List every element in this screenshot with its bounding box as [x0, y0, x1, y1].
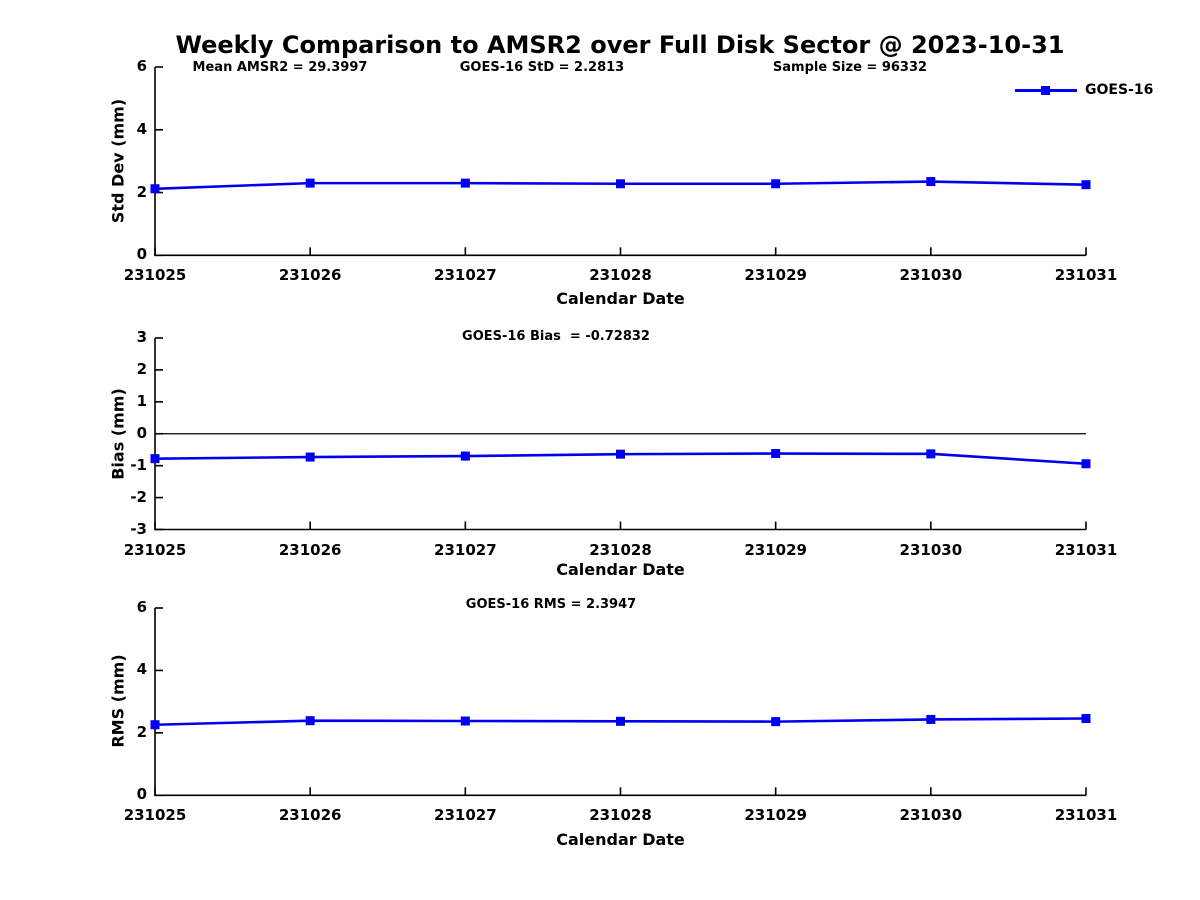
x-tick-label: 231026	[278, 540, 342, 559]
data-point-marker	[616, 179, 625, 189]
data-point-marker	[150, 454, 160, 464]
x-tick-label: 231031	[1054, 266, 1118, 285]
legend: GOES-16	[1015, 82, 1153, 98]
y-tick-label: 6	[136, 598, 147, 616]
goes16-std-annotation: GOES-16 StD = 2.2813	[459, 60, 625, 75]
data-point-marker	[460, 716, 470, 726]
data-point-marker	[926, 449, 936, 459]
y-tick-label: -2	[130, 487, 147, 506]
y-tick-label: 6	[136, 57, 147, 75]
legend-line-sample	[1015, 85, 1077, 95]
x-tick-label: 231027	[434, 806, 497, 825]
y-tick-label: 0	[136, 785, 147, 804]
x-tick-label: 231026	[278, 266, 342, 285]
x-tick-label: 231027	[434, 540, 497, 559]
x-tick-label: 231028	[589, 266, 652, 285]
x-tick-label: 231028	[589, 540, 652, 559]
y-tick-label: 1	[136, 391, 147, 410]
data-point-marker	[926, 177, 936, 187]
subplot-1-axes	[154, 67, 1086, 257]
x-axis-label-subplot3: Calendar Date	[556, 830, 685, 849]
goes16-bias-annotation: GOES-16 Bias = -0.72832	[462, 329, 650, 344]
y-tick-label: 2	[136, 722, 147, 741]
y-tick-label: -1	[130, 455, 147, 474]
x-tick-label: 231030	[899, 540, 963, 559]
x-tick-label: 231025	[123, 266, 187, 285]
x-tick-label: 231028	[589, 806, 652, 825]
data-point-marker	[771, 449, 781, 459]
x-tick-label: 231029	[744, 540, 807, 559]
y-tick-label: 2	[136, 182, 147, 201]
x-tick-label: 231030	[899, 266, 963, 285]
data-point-marker	[305, 452, 315, 462]
data-point-marker	[460, 451, 470, 461]
data-point-marker	[616, 449, 625, 459]
x-tick-label: 231031	[1054, 540, 1118, 559]
y-tick-label: 0	[136, 423, 147, 442]
data-point-marker	[1081, 714, 1091, 724]
data-point-marker	[1081, 180, 1091, 190]
y-axis-label-std-dev: Std Dev (mm)	[108, 98, 128, 224]
y-tick-label: 0	[136, 245, 147, 264]
x-tick-label: 231031	[1054, 806, 1118, 825]
x-tick-label: 231029	[744, 266, 807, 285]
mean-amsr2-annotation: Mean AMSR2 = 29.3997	[192, 60, 368, 75]
data-point-marker	[926, 714, 936, 724]
x-tick-label: 231026	[278, 806, 342, 825]
x-axis-label-subplot1: Calendar Date	[556, 289, 685, 308]
y-tick-label: 2	[136, 359, 147, 378]
x-axis-label-subplot2: Calendar Date	[556, 560, 685, 579]
y-tick-label: 4	[136, 119, 147, 138]
data-point-marker	[150, 720, 160, 730]
figure-title: Weekly Comparison to AMSR2 over Full Dis…	[175, 31, 1065, 59]
legend-marker	[1041, 85, 1050, 95]
data-point-marker	[771, 179, 781, 189]
data-point-marker	[150, 184, 160, 194]
x-tick-label: 231029	[744, 806, 807, 825]
x-tick-label: 231025	[123, 540, 187, 559]
legend-label: GOES-16	[1085, 82, 1154, 98]
data-point-marker	[1081, 459, 1091, 469]
goes16-rms-annotation: GOES-16 RMS = 2.3947	[465, 597, 637, 612]
data-point-marker	[771, 717, 781, 727]
y-tick-label: -3	[130, 519, 147, 538]
x-tick-label: 231027	[434, 266, 497, 285]
y-tick-label: 3	[136, 328, 147, 346]
data-point-marker	[460, 178, 470, 188]
data-point-marker	[305, 716, 315, 726]
y-tick-label: 4	[136, 660, 147, 679]
sample-size-annotation: Sample Size = 96332	[772, 60, 928, 75]
subplot-3-axes	[154, 608, 1086, 797]
data-point-marker	[616, 716, 625, 726]
x-tick-label: 231030	[899, 806, 963, 825]
data-point-marker	[305, 178, 315, 188]
x-tick-label: 231025	[123, 806, 187, 825]
